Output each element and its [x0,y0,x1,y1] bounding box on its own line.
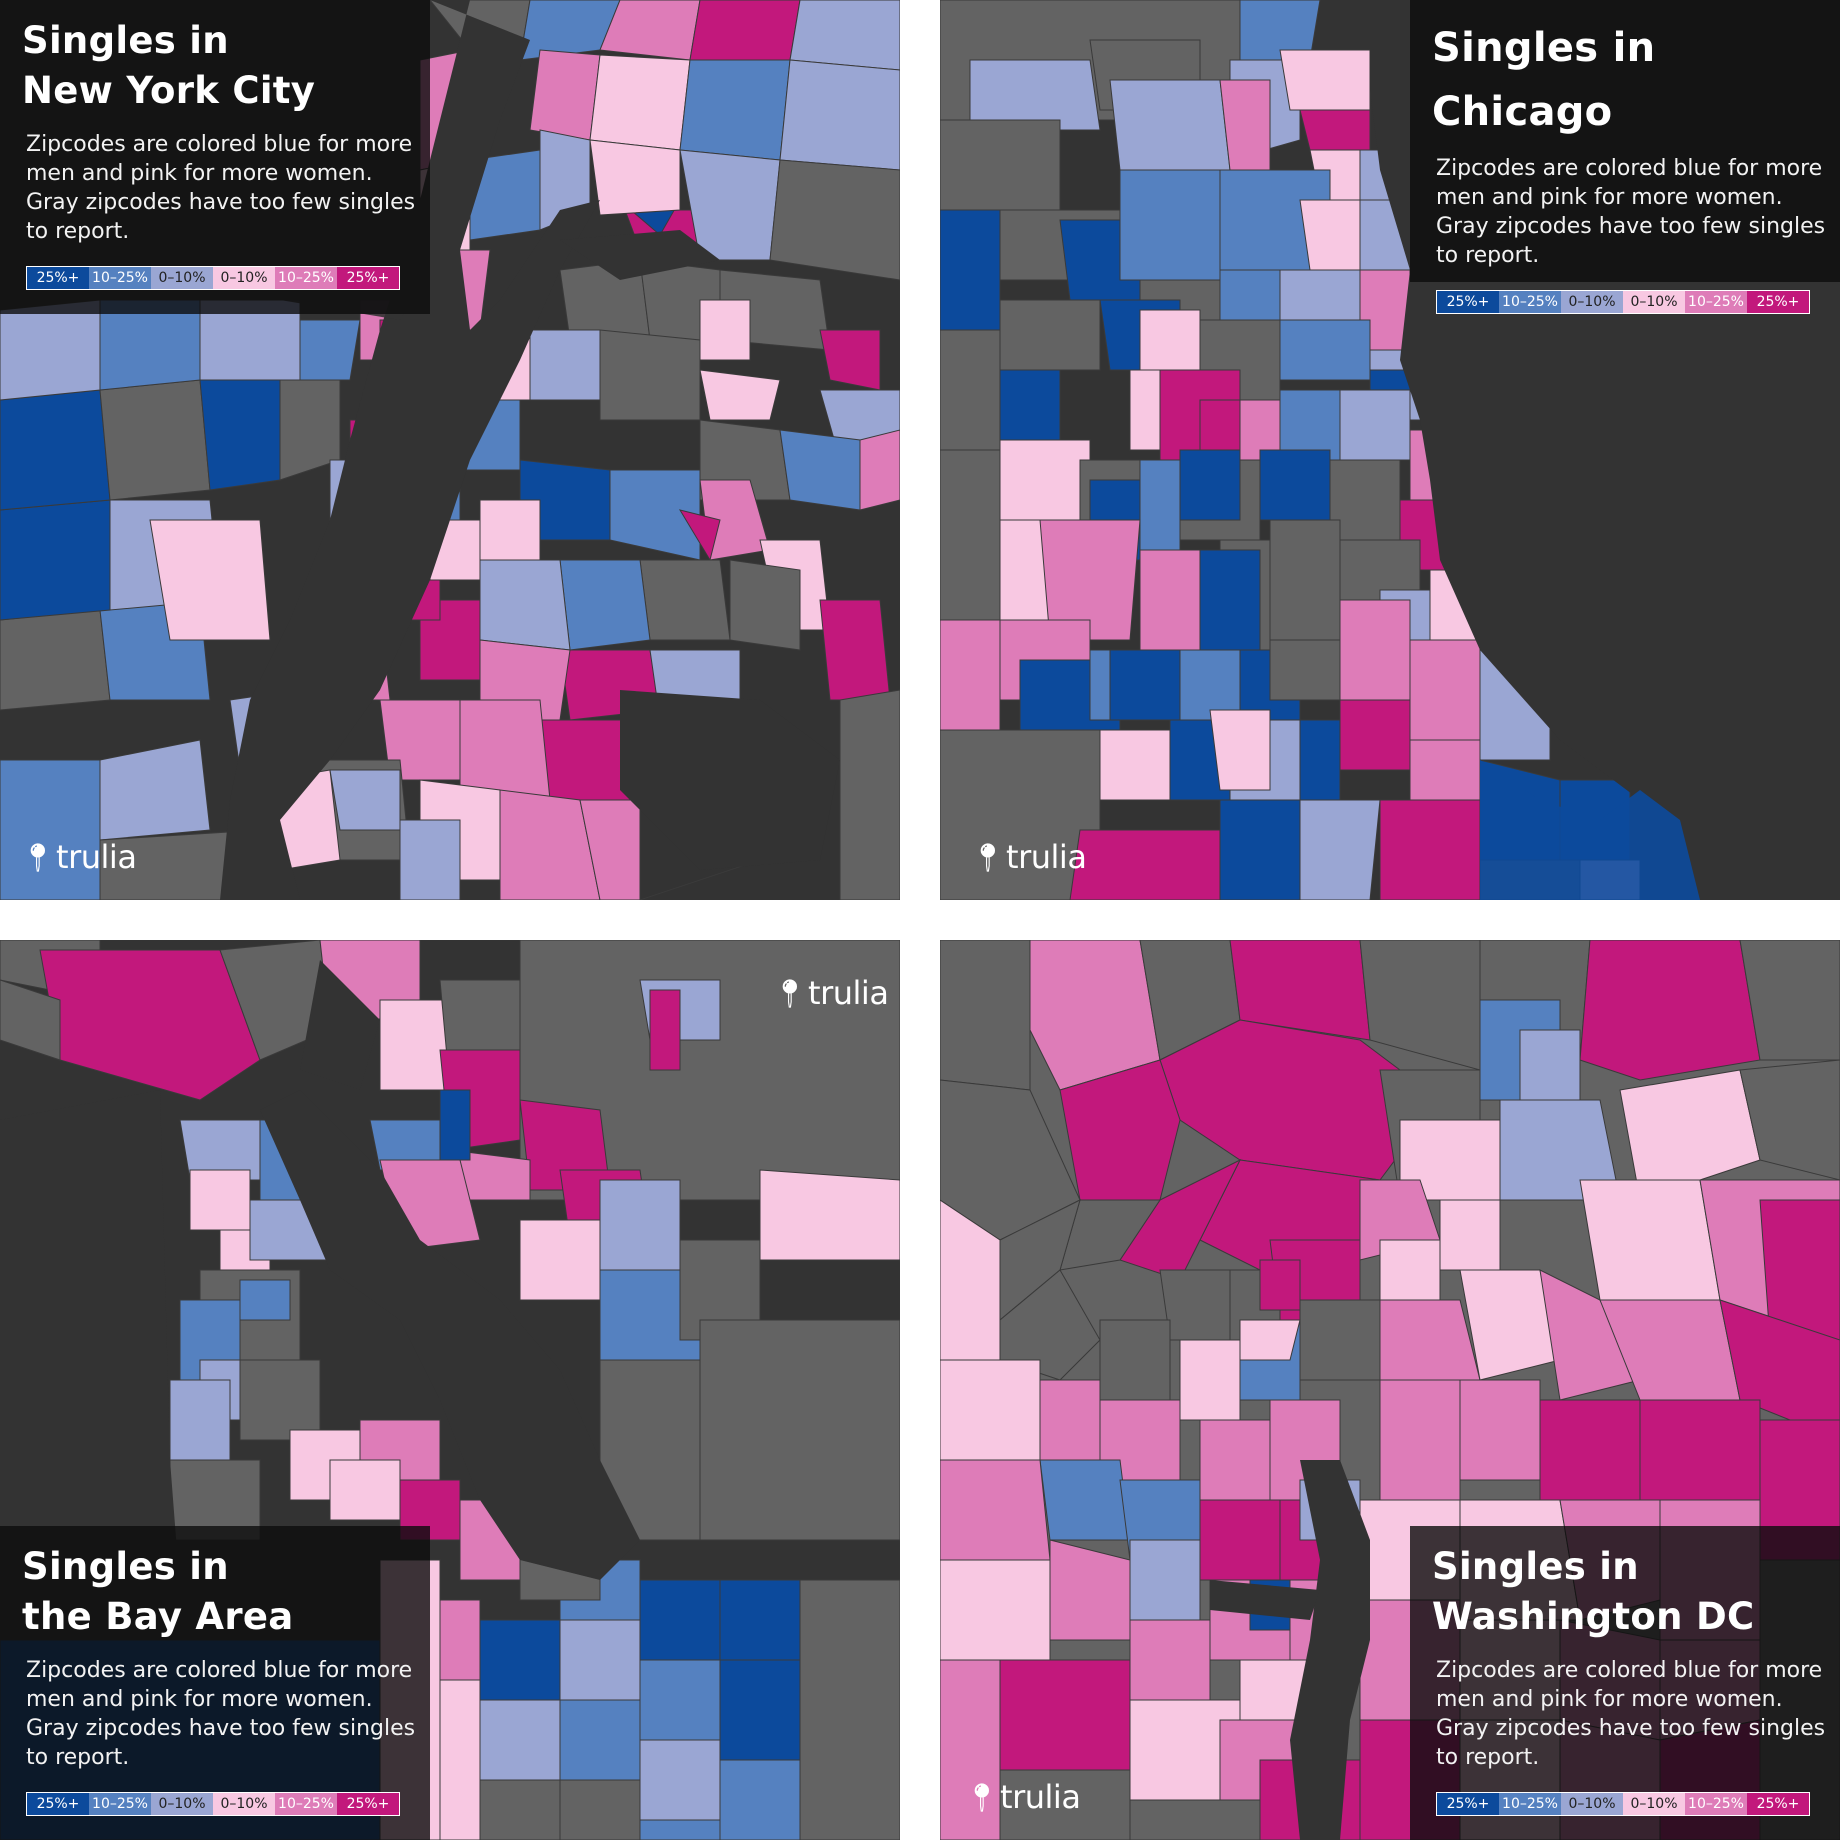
pin-icon: 📍︎ [772,976,808,1010]
legend-swatch-men-10-25: 10–25% [1499,291,1561,313]
map-panel-chicago: Singles in Chicago Zipcodes are colored … [940,0,1840,900]
trulia-logo-bay: 📍︎ trulia [772,974,889,1012]
map-panel-nyc: Singles in New York City Zipcodes are co… [0,0,900,900]
chicago-description: Zipcodes are colored blue for more men a… [1436,156,1826,268]
legend-swatch-men-25: 25%+ [27,267,89,289]
legend-swatch-men-0-10: 0–10% [151,1793,213,1815]
dc-title: Singles in Washington DC [1432,1542,1820,1642]
bay-info-box: Singles in the Bay Area Zipcodes are col… [0,1526,430,1840]
legend-swatch-women-0-10: 0–10% [1623,1793,1685,1815]
bay-legend: 25%+ 10–25% 0–10% 0–10% 10–25% 25%+ [26,1792,400,1816]
legend-swatch-women-10-25: 10–25% [275,1793,337,1815]
trulia-logo-dc: 📍︎ trulia [964,1778,1081,1816]
legend-swatch-men-25: 25%+ [27,1793,89,1815]
legend-swatch-women-10-25: 10–25% [1685,291,1747,313]
dc-info-box: Singles in Washington DC Zipcodes are co… [1410,1526,1840,1840]
legend-swatch-women-0-10: 0–10% [213,1793,275,1815]
map-panel-bay-area: Singles in the Bay Area Zipcodes are col… [0,940,900,1840]
nyc-legend: 25%+ 10–25% 0–10% 0–10% 10–25% 25%+ [26,266,400,290]
bay-description: Zipcodes are colored blue for more men a… [26,1658,416,1770]
legend-swatch-men-0-10: 0–10% [1561,291,1623,313]
logo-text: trulia [1006,838,1087,876]
nyc-title: Singles in New York City [22,16,410,116]
legend-swatch-women-10-25: 10–25% [275,267,337,289]
chicago-legend: 25%+ 10–25% 0–10% 0–10% 10–25% 25%+ [1436,290,1810,314]
bay-title-line2: the Bay Area [22,1595,294,1638]
nyc-title-line1: Singles in [22,19,229,62]
legend-swatch-women-0-10: 0–10% [213,267,275,289]
trulia-logo-nyc: 📍︎ trulia [20,838,137,876]
legend-swatch-men-0-10: 0–10% [1561,1793,1623,1815]
logo-text: trulia [56,838,137,876]
map-panel-washington-dc: Singles in Washington DC Zipcodes are co… [940,940,1840,1840]
bay-title-line1: Singles in [22,1545,229,1588]
legend-swatch-men-25: 25%+ [1437,1793,1499,1815]
nyc-info-box: Singles in New York City Zipcodes are co… [0,0,430,314]
legend-swatch-men-10-25: 10–25% [1499,1793,1561,1815]
nyc-title-line2: New York City [22,69,316,112]
chicago-title: Singles in Chicago [1432,16,1820,144]
legend-swatch-men-0-10: 0–10% [151,267,213,289]
legend-swatch-women-0-10: 0–10% [1623,291,1685,313]
trulia-logo-chicago: 📍︎ trulia [970,838,1087,876]
pin-icon: 📍︎ [20,840,56,874]
legend-swatch-women-25: 25%+ [337,267,399,289]
legend-swatch-men-25: 25%+ [1437,291,1499,313]
dc-legend: 25%+ 10–25% 0–10% 0–10% 10–25% 25%+ [1436,1792,1810,1816]
pin-icon: 📍︎ [964,1780,1000,1814]
nyc-description: Zipcodes are colored blue for more men a… [26,132,416,244]
logo-text: trulia [808,974,889,1012]
bay-title: Singles in the Bay Area [22,1542,410,1642]
chicago-title-line1: Singles in Chicago [1432,25,1656,135]
legend-swatch-women-10-25: 10–25% [1685,1793,1747,1815]
dc-zip-map[interactable] [940,940,1840,1840]
pin-icon: 📍︎ [970,840,1006,874]
dc-title-line2: Washington DC [1432,1595,1755,1638]
legend-swatch-women-25: 25%+ [1747,1793,1809,1815]
chicago-info-box: Singles in Chicago Zipcodes are colored … [1410,0,1840,314]
legend-swatch-men-10-25: 10–25% [89,267,151,289]
dc-description: Zipcodes are colored blue for more men a… [1436,1658,1826,1770]
legend-swatch-women-25: 25%+ [337,1793,399,1815]
legend-swatch-men-10-25: 10–25% [89,1793,151,1815]
logo-text: trulia [1000,1778,1081,1816]
dc-title-line1: Singles in [1432,1545,1639,1588]
legend-swatch-women-25: 25%+ [1747,291,1809,313]
